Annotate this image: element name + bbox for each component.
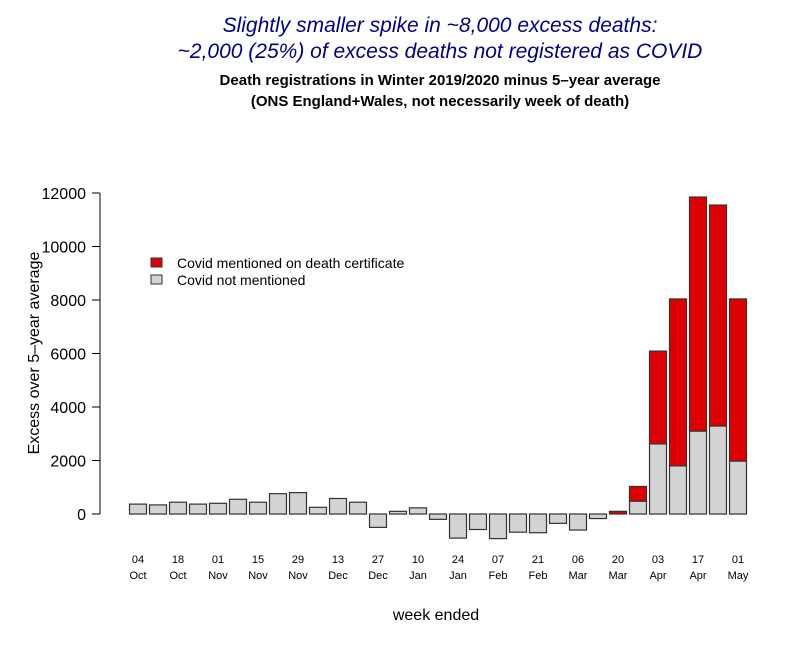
x-tick-label-month: Nov bbox=[248, 570, 268, 582]
legend-swatch bbox=[150, 257, 163, 268]
bar-covid-not-mentioned bbox=[128, 503, 148, 515]
x-tick-label-day: 29 bbox=[292, 554, 304, 566]
bar-covid-mentioned bbox=[608, 510, 628, 515]
bar-covid-not-mentioned bbox=[168, 501, 188, 515]
x-tick-label-day: 03 bbox=[652, 554, 664, 566]
x-tick-label-month: Dec bbox=[368, 570, 388, 582]
legend-swatch bbox=[150, 274, 163, 285]
chart-subtitle-line2: (ONS England+Wales, not necessarily week… bbox=[250, 93, 630, 110]
bar-covid-not-mentioned bbox=[428, 513, 448, 520]
y-axis-label: Excess over 5–year average bbox=[26, 252, 43, 455]
bar-covid-not-mentioned bbox=[228, 498, 248, 515]
bar-covid-not-mentioned bbox=[708, 425, 728, 515]
y-axis: 0 2000 4000 6000 8000 10000 12000 bbox=[42, 186, 101, 524]
x-tick-label-month: Apr bbox=[689, 570, 706, 582]
bar-covid-not-mentioned bbox=[488, 513, 508, 540]
x-tick-label-day: 15 bbox=[252, 554, 264, 566]
legend: Covid mentioned on death certificateCovi… bbox=[150, 255, 404, 288]
bar-covid-mentioned bbox=[668, 298, 688, 467]
y-tick-label: 10000 bbox=[42, 240, 87, 257]
x-tick-label-month: Oct bbox=[129, 570, 146, 582]
x-tick-label-day: 07 bbox=[492, 554, 504, 566]
bars bbox=[128, 196, 748, 540]
x-tick-label-day: 27 bbox=[372, 554, 384, 566]
bar-covid-not-mentioned bbox=[448, 513, 468, 539]
x-tick-label-month: Nov bbox=[208, 570, 228, 582]
x-tick-label-month: May bbox=[728, 570, 749, 582]
x-tick-label-month: Feb bbox=[489, 570, 508, 582]
bar-covid-mentioned bbox=[708, 204, 728, 427]
y-tick-label: 2000 bbox=[50, 454, 86, 471]
bar-covid-not-mentioned bbox=[368, 513, 388, 528]
x-tick-label-month: Nov bbox=[288, 570, 308, 582]
bar-covid-not-mentioned bbox=[148, 504, 168, 515]
bar-covid-not-mentioned bbox=[628, 500, 648, 515]
bar-covid-not-mentioned bbox=[548, 513, 568, 524]
bar-covid-mentioned bbox=[628, 485, 648, 502]
x-tick-label-month: Oct bbox=[169, 570, 186, 582]
bar-covid-not-mentioned bbox=[388, 510, 408, 515]
x-tick-label-day: 04 bbox=[132, 554, 144, 566]
bar-covid-not-mentioned bbox=[688, 430, 708, 515]
bar-covid-not-mentioned bbox=[328, 497, 348, 515]
bar-covid-not-mentioned bbox=[508, 513, 528, 533]
x-tick-label-month: Feb bbox=[529, 570, 548, 582]
chart-title-line2: ~2,000 (25%) of excess deaths not regist… bbox=[177, 40, 703, 63]
bar-covid-not-mentioned bbox=[308, 506, 328, 515]
y-tick-label: 6000 bbox=[50, 347, 86, 364]
y-tick-label: 8000 bbox=[50, 293, 86, 310]
bar-covid-not-mentioned bbox=[288, 492, 308, 515]
y-tick-label: 12000 bbox=[42, 186, 87, 203]
bar-covid-not-mentioned bbox=[668, 465, 688, 515]
bar-covid-not-mentioned bbox=[208, 502, 228, 515]
x-tick-label-day: 21 bbox=[532, 554, 544, 566]
bar-covid-not-mentioned bbox=[568, 513, 588, 531]
x-tick-label-month: Mar bbox=[609, 570, 628, 582]
bar-covid-not-mentioned bbox=[468, 513, 488, 531]
bar-covid-not-mentioned bbox=[248, 501, 268, 515]
x-tick-label-month: Dec bbox=[328, 570, 348, 582]
bar-covid-not-mentioned bbox=[348, 501, 368, 515]
bar-covid-mentioned bbox=[648, 350, 668, 445]
legend-label: Covid not mentioned bbox=[177, 272, 305, 288]
chart-title-line1: Slightly smaller spike in ~8,000 excess … bbox=[222, 14, 658, 37]
bar-covid-not-mentioned bbox=[408, 507, 428, 515]
bar-covid-not-mentioned bbox=[588, 513, 608, 520]
bar-covid-not-mentioned bbox=[648, 443, 668, 515]
x-tick-label-day: 17 bbox=[692, 554, 704, 566]
legend-label: Covid mentioned on death certificate bbox=[177, 255, 404, 271]
x-tick-label-month: Jan bbox=[409, 570, 427, 582]
bar-covid-not-mentioned bbox=[528, 513, 548, 534]
x-tick-label-day: 13 bbox=[332, 554, 344, 566]
bar-covid-not-mentioned bbox=[728, 460, 748, 515]
x-tick-label-day: 24 bbox=[452, 554, 464, 566]
x-tick-label-day: 01 bbox=[732, 554, 744, 566]
bar-covid-mentioned bbox=[728, 298, 748, 462]
x-tick-label-day: 10 bbox=[412, 554, 424, 566]
x-axis-label: week ended bbox=[392, 607, 479, 624]
y-tick-label: 4000 bbox=[50, 400, 86, 417]
x-axis-tick-labels: 04 Oct 18 Oct 01 Nov 15 Nov 29 Nov 13 Dec 27 Dec 10 Jan… bbox=[129, 554, 748, 582]
x-tick-label-day: 18 bbox=[172, 554, 184, 566]
y-tick-label: 0 bbox=[77, 507, 86, 524]
chart-subtitle-line1: Death registrations in Winter 2019/2020 … bbox=[219, 72, 661, 89]
x-tick-label-month: Jan bbox=[449, 570, 467, 582]
bar-covid-not-mentioned bbox=[188, 503, 208, 515]
bar-covid-not-mentioned bbox=[268, 493, 288, 515]
bar-covid-mentioned bbox=[688, 196, 708, 432]
x-tick-label-month: Apr bbox=[649, 570, 666, 582]
x-tick-label-day: 20 bbox=[612, 554, 624, 566]
x-tick-label-day: 06 bbox=[572, 554, 584, 566]
x-tick-label-day: 01 bbox=[212, 554, 224, 566]
x-tick-label-month: Mar bbox=[569, 570, 588, 582]
